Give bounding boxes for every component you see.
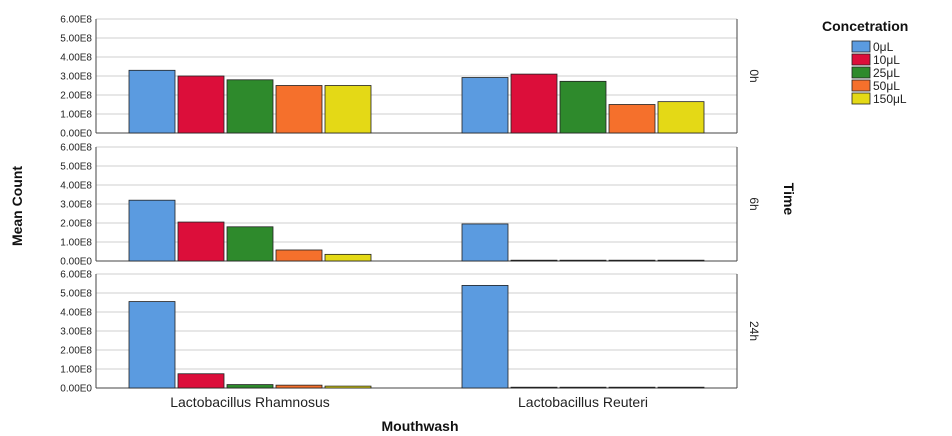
legend-label-0: 0μL xyxy=(873,40,894,54)
x-tick-label-1: Lactobacillus Reuteri xyxy=(518,394,648,410)
panel-6h: 0.00E0 1.00E8 2.00E8 3.00E8 4.00E8 5.00E8 6.00… xyxy=(60,143,761,268)
bar-6h-0-3 xyxy=(275,249,323,262)
y-tick-label: 0.00E0 xyxy=(60,129,92,140)
bar-0h-0-3 xyxy=(275,85,323,134)
bar-24h-0-3 xyxy=(275,384,323,389)
y-tick-label: 3.00E8 xyxy=(60,200,92,211)
y-tick-label: 6.00E8 xyxy=(60,143,92,154)
bar-24h-1-4 xyxy=(657,386,705,389)
x-axis-title: Mouthwash xyxy=(382,418,459,434)
bar-6h-0-1 xyxy=(177,221,225,262)
legend-label-1: 10μL xyxy=(873,53,900,67)
y-tick-label: 0.00E0 xyxy=(60,257,92,268)
bar-0h-0-4 xyxy=(324,85,372,134)
y-tick-label: 1.00E8 xyxy=(60,110,92,121)
bar-0h-1-3 xyxy=(608,104,656,134)
bar-24h-0-4 xyxy=(324,385,372,389)
bar-0h-0-0 xyxy=(128,69,176,134)
y-axis-title: Mean Count xyxy=(9,166,25,246)
bar-6h-1-4 xyxy=(657,259,705,262)
y-tick-label: 4.00E8 xyxy=(60,308,92,319)
legend-label-3: 50μL xyxy=(873,79,900,93)
bar-6h-0-0 xyxy=(128,199,176,262)
y-tick-label: 5.00E8 xyxy=(60,34,92,45)
bar-0h-0-1 xyxy=(177,75,225,134)
bar-6h-0-4 xyxy=(324,253,372,262)
bar-24h-0-0 xyxy=(128,301,176,389)
bar-24h-1-2 xyxy=(559,386,607,389)
legend-label-4: 150μL xyxy=(873,92,907,106)
bar-6h-1-2 xyxy=(559,259,607,262)
bar-24h-0-2 xyxy=(226,384,274,389)
facet-label-24h: 24h xyxy=(747,321,761,341)
panel-24h: 0.00E0 1.00E8 2.00E8 3.00E8 4.00E8 5.00E8 6.00… xyxy=(60,270,761,395)
y-tick-label: 2.00E8 xyxy=(60,219,92,230)
chart-panels: 0.00E0 1.00E8 2.00E8 3.00E8 4.00E8 5.00E8 6.00… xyxy=(60,15,761,395)
y-tick-label: 2.00E8 xyxy=(60,91,92,102)
legend-swatch-4 xyxy=(851,92,871,105)
y-tick-label: 6.00E8 xyxy=(60,15,92,26)
bar-6h-1-3 xyxy=(608,259,656,262)
bar-24h-0-1 xyxy=(177,373,225,389)
legend-swatch-2 xyxy=(851,66,871,79)
legend-label-2: 25μL xyxy=(873,66,900,80)
y-tick-label: 5.00E8 xyxy=(60,162,92,173)
facet-title: Time xyxy=(781,183,797,216)
bar-24h-1-3 xyxy=(608,386,656,389)
bar-24h-1-0 xyxy=(461,284,509,389)
y-tick-label: 6.00E8 xyxy=(60,270,92,281)
y-tick-label: 4.00E8 xyxy=(60,53,92,64)
bar-0h-1-1 xyxy=(510,73,558,134)
bar-0h-0-2 xyxy=(226,79,274,134)
legend-swatch-1 xyxy=(851,53,871,66)
legend-swatch-3 xyxy=(851,79,871,92)
facet-label-6h: 6h xyxy=(747,197,761,210)
x-tick-label-0: Lactobacillus Rhamnosus xyxy=(170,394,330,410)
facet-label-0h: 0h xyxy=(747,69,761,82)
y-tick-label: 4.00E8 xyxy=(60,181,92,192)
y-tick-label: 3.00E8 xyxy=(60,72,92,83)
legend-title: Concetration xyxy=(822,18,908,34)
y-tick-label: 1.00E8 xyxy=(60,365,92,376)
bar-0h-1-0 xyxy=(461,77,509,134)
y-tick-label: 1.00E8 xyxy=(60,238,92,249)
bar-6h-1-1 xyxy=(510,259,558,262)
y-tick-label: 2.00E8 xyxy=(60,346,92,357)
y-tick-label: 3.00E8 xyxy=(60,327,92,338)
y-tick-label: 0.00E0 xyxy=(60,384,92,395)
panel-0h: 0.00E0 1.00E8 2.00E8 3.00E8 4.00E8 5.00E8 6.00… xyxy=(60,15,761,140)
bar-0h-1-4 xyxy=(657,101,705,134)
bar-24h-1-1 xyxy=(510,386,558,389)
bar-6h-0-2 xyxy=(226,226,274,262)
bar-0h-1-2 xyxy=(559,80,607,134)
bar-6h-1-0 xyxy=(461,223,509,262)
legend-swatch-0 xyxy=(851,40,871,53)
y-tick-label: 5.00E8 xyxy=(60,289,92,300)
